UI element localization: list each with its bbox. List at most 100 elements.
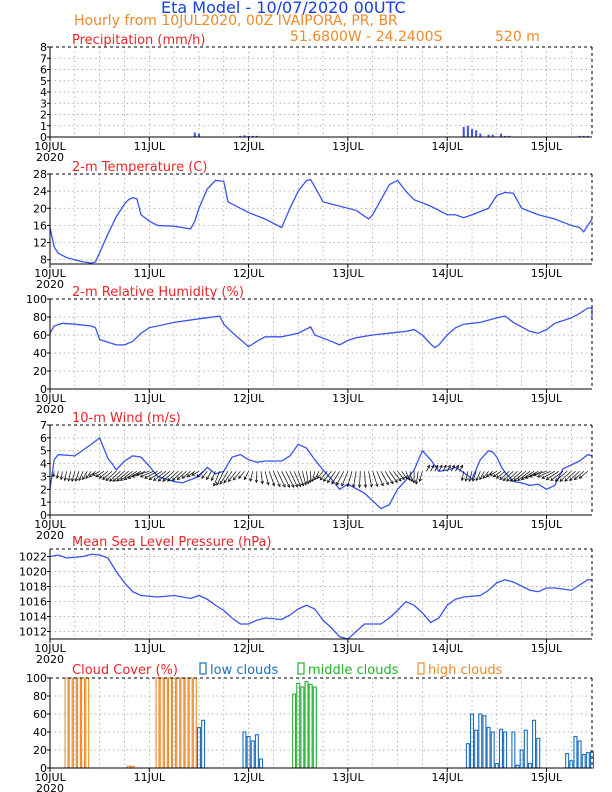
wind-arrow (397, 471, 405, 480)
legend-label: high clouds (428, 663, 503, 678)
wind-arrow-head (578, 475, 583, 479)
precip-bar (471, 129, 474, 137)
wind-arrow (475, 471, 481, 481)
wind-arrow (144, 470, 158, 479)
wind-arrow-head (398, 477, 402, 482)
middle-cloud-bar (300, 686, 305, 769)
wind-arrow (517, 471, 531, 481)
precip-bar (499, 133, 502, 137)
wind-arrow (273, 471, 281, 487)
precip-bar (508, 135, 511, 137)
y-tick-label: 1020 (19, 566, 47, 579)
x-tick-label: 13JUL (332, 267, 364, 280)
wind-arrow (264, 471, 269, 485)
wind-arrow-head (92, 472, 96, 476)
wind-arrow-head (380, 482, 384, 487)
wind-arrow (99, 471, 109, 479)
x-year-label: 2020 (36, 278, 64, 291)
wind-arrow-head (186, 473, 191, 478)
wind-arrow-head (298, 483, 302, 488)
wind-arrow (102, 471, 113, 480)
y-tick-label: 3 (40, 97, 47, 110)
wind-arrow-head (426, 464, 430, 469)
wind-arrow-head (67, 478, 71, 482)
wind-arrow (489, 470, 498, 476)
wind-arrow-head (196, 473, 200, 478)
x-tick-label: 15JUL (531, 642, 563, 655)
wind-arrow (347, 471, 353, 487)
wind-arrow-head (409, 478, 414, 483)
wind-arrow-head (532, 472, 537, 477)
high-cloud-bar (184, 677, 189, 769)
middle-cloud-bar (312, 686, 317, 769)
wind-arrow-head (443, 464, 447, 469)
wind-arrow-head (524, 475, 529, 479)
wind-arrow (172, 471, 183, 481)
precip-bar (491, 134, 494, 137)
series-line (49, 553, 592, 640)
wind-arrow-head (127, 475, 132, 479)
wind-arrow-head (520, 476, 525, 480)
low-cloud-bar (577, 740, 582, 769)
precip-bar (197, 133, 200, 137)
y-tick-label: 4 (40, 458, 47, 471)
wind-arrow (564, 471, 576, 482)
wind-arrow-head (430, 464, 435, 469)
x-tick-label: 14JUL (431, 392, 463, 405)
x-tick-label: 12JUL (233, 140, 265, 153)
wind-arrow (574, 471, 584, 480)
low-cloud-bar (536, 737, 541, 769)
y-tick-label: 5 (40, 445, 47, 458)
high-cloud-bar (192, 677, 197, 769)
wind-arrow-head (123, 476, 128, 480)
low-cloud-bar (486, 726, 491, 769)
wind-arrow (89, 471, 96, 478)
wind-arrow-head (139, 474, 144, 478)
wind-arrow (136, 470, 150, 476)
wind-arrow (206, 471, 212, 480)
wind-arrow-head (85, 475, 89, 479)
wind-arrow-head (341, 482, 345, 487)
wind-arrow-head (95, 473, 100, 478)
wind-arrow-head (357, 484, 362, 488)
wind-arrow (384, 471, 394, 484)
wind-arrow (569, 471, 580, 481)
wind-arrow (297, 471, 304, 486)
wind-arrow-head (502, 477, 507, 481)
wind-arrow (167, 471, 179, 482)
wind-arrow (533, 470, 547, 476)
x-tick-label: 15JUL (531, 771, 563, 784)
wind-arrow-head (455, 464, 459, 469)
y-tick-label: 1022 (19, 551, 47, 564)
wind-arrow-head (451, 464, 455, 469)
wind-arrow-head (260, 480, 264, 485)
wind-arrow (293, 471, 301, 487)
wind-arrow (546, 470, 560, 480)
wind-arrow (525, 470, 539, 479)
wind-arrow (415, 471, 419, 485)
wind-arrow (306, 471, 309, 484)
panel-title: Cloud Cover (%) (72, 663, 178, 678)
low-cloud-bar (511, 731, 516, 769)
wind-arrow-head (74, 478, 79, 482)
panel-title: 2-m Relative Humidity (%) (72, 285, 244, 300)
wind-arrow (364, 471, 366, 488)
wind-arrow-head (471, 478, 476, 482)
low-cloud-bar (585, 752, 590, 769)
wind-arrow-head (316, 475, 321, 479)
station-coords: 51.6800W - 24.2400S (290, 29, 443, 45)
wind-arrow-head (176, 476, 181, 481)
y-tick-label: 80 (33, 690, 47, 703)
panel-6 (47, 662, 595, 772)
y-tick-label: 0 (40, 383, 47, 396)
wind-arrow (289, 471, 298, 488)
precip-bar (239, 135, 242, 137)
legend-label: middle clouds (308, 663, 399, 678)
wind-arrow-head (277, 483, 281, 488)
high-cloud-bar (155, 677, 160, 769)
wind-arrow-head (286, 484, 291, 488)
x-tick-label: 15JUL (531, 518, 563, 531)
x-tick-label: 13JUL (332, 518, 364, 531)
wind-arrow (409, 471, 413, 482)
wind-arrow-head (153, 477, 157, 481)
